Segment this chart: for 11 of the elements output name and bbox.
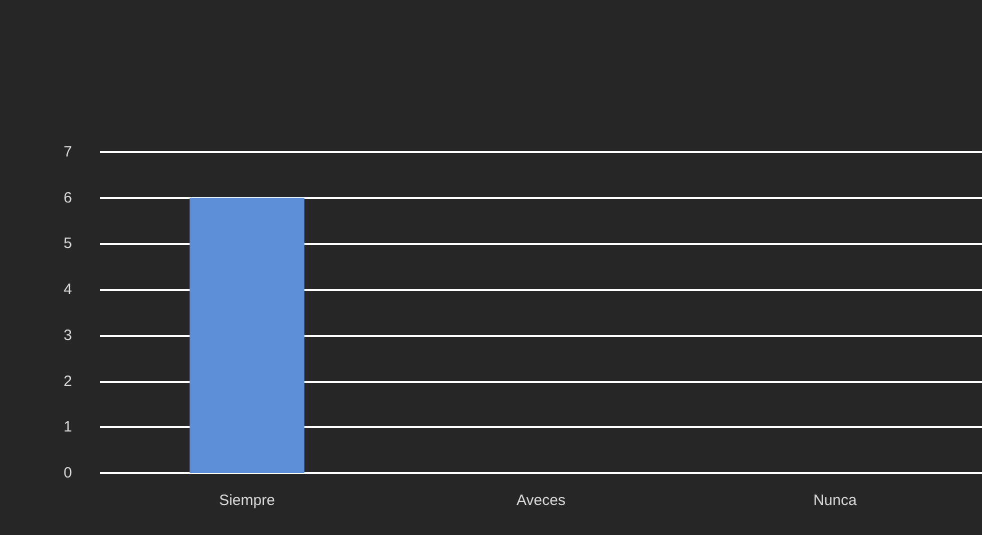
y-tick-label: 2 <box>64 372 72 390</box>
y-tick-label: 3 <box>64 326 72 344</box>
x-tick-label: Siempre <box>219 492 275 509</box>
y-tick-label: 1 <box>64 418 72 436</box>
y-tick-label: 6 <box>64 189 72 206</box>
y-tick-label: 5 <box>64 235 72 252</box>
x-tick-label: Nunca <box>813 492 858 509</box>
y-tick-label: 0 <box>64 464 72 482</box>
y-tick-label: 4 <box>64 281 72 298</box>
x-tick-label: Aveces <box>516 492 566 509</box>
y-tick-label: 7 <box>64 144 72 160</box>
